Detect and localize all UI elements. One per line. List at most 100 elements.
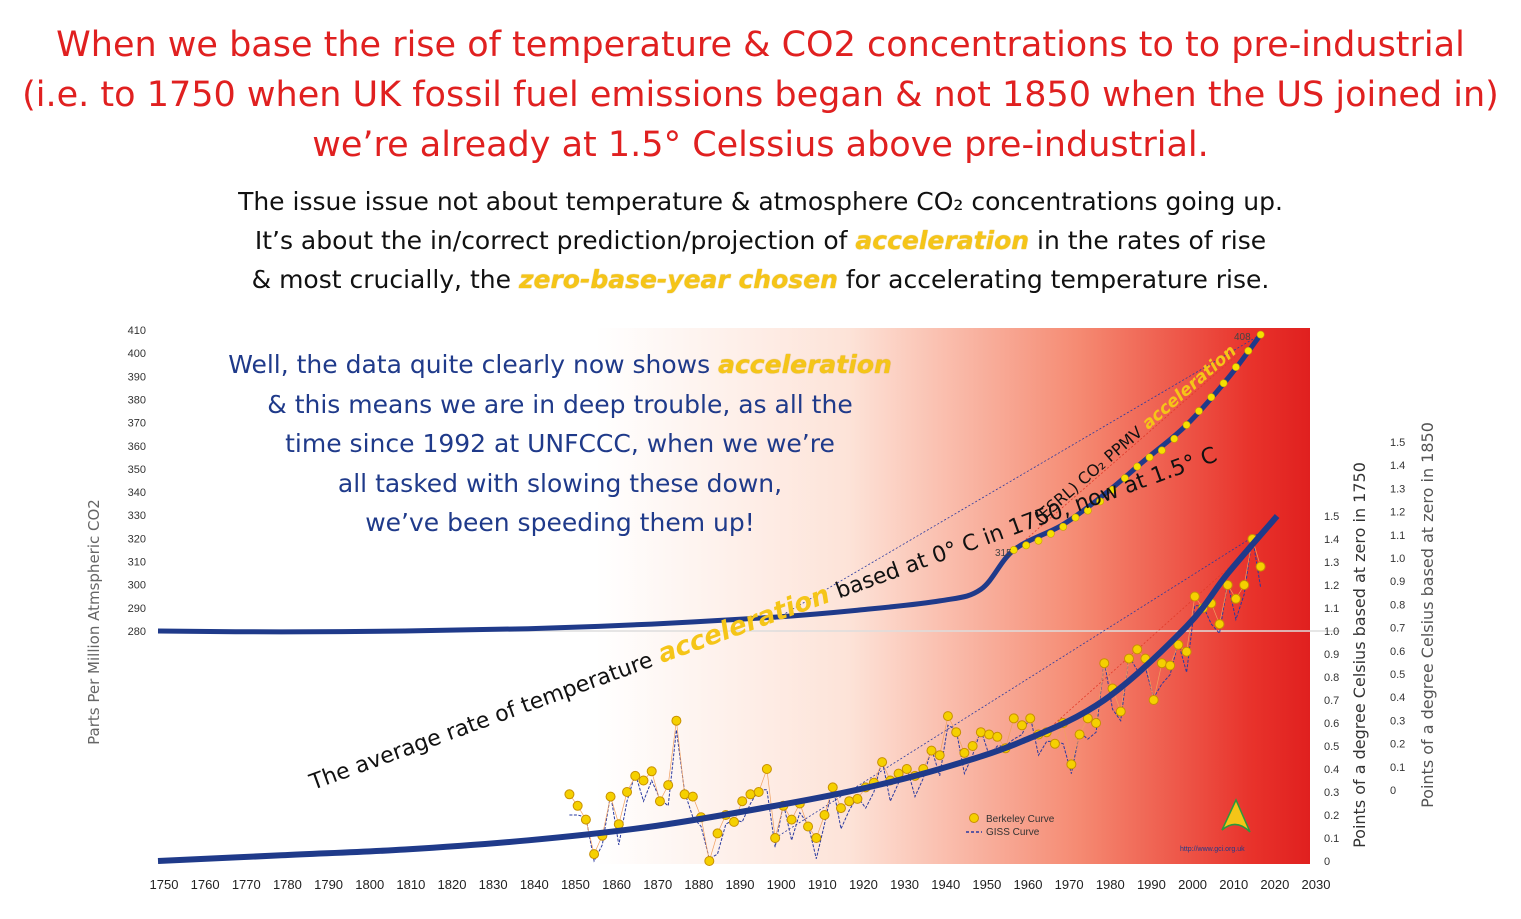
co2-start-label: 315 [995,548,1012,559]
x-tick-label: 1860 [602,877,631,892]
co2-observed-point [1207,393,1216,402]
co2-guide-line-red [1013,334,1261,551]
co2-observed-point [1071,513,1080,522]
y-right1-tick-label: 0.8 [1324,672,1339,684]
y-left-tick-label: 310 [128,557,146,569]
y-left-tick-label: 410 [128,325,146,337]
callout-line-1: Well, the data quite clearly now shows a… [190,345,930,385]
y-right1-tick-label: 0.3 [1324,787,1339,799]
headline: When we base the rise of temperature & C… [0,20,1521,170]
co2-guide-line [774,334,1261,620]
co2-observed-point [1195,407,1203,415]
co2-observed-point [1096,497,1105,506]
berkeley-point [942,711,953,722]
berkeley-point [827,782,838,793]
co2-observed-point [1219,379,1228,388]
y-left-tick-label: 280 [128,626,146,638]
temp-trend-curve [157,514,1280,864]
y-left-tick-label: 320 [128,533,146,545]
berkeley-point [663,780,674,791]
co2-observed-series [1009,330,1265,554]
berkeley-point [1230,593,1241,604]
co2-observed-point [1108,485,1117,494]
x-tick-label: 1840 [520,877,549,892]
headline-line-3: we’re already at 1.5° Celssius above pre… [312,125,1209,165]
x-tick-label: 1830 [479,877,508,892]
berkeley-point [1132,644,1143,655]
berkeley-point [761,764,772,774]
berkeley-point [679,789,690,800]
berkeley-point [1255,561,1266,572]
chart: 1750 1760 1770 1780 1790 1800 1810 1820 1830 1840… [85,325,1437,892]
berkeley-point [975,727,986,738]
berkeley-point [1066,759,1077,770]
x-tick-label: 2000 [1178,877,1207,892]
callout: Well, the data quite clearly now shows a… [190,345,930,543]
callout-line-5: we’ve been speeding them up! [365,508,755,537]
x-tick-label: 2010 [1219,877,1248,892]
co2-observed-point [1182,421,1191,429]
x-tick-label: 1910 [808,877,837,892]
x-tick-label: 1900 [767,877,796,892]
berkeley-point [992,731,1003,742]
x-tick-label: 1950 [972,877,1001,892]
berkeley-point [1214,619,1225,630]
co2-observed-point [1170,434,1179,443]
berkeley-point [1173,639,1184,650]
y-right2-tick-label: 0.3 [1390,715,1405,727]
y-right2-tick-label: 1.3 [1390,483,1405,495]
co2-observed-point [1232,363,1240,371]
y-right1-tick-label: 0.1 [1324,833,1339,845]
x-tick-label: 1980 [1096,877,1125,892]
subtitle-line-3-b: for accelerating temperature rise. [837,265,1270,294]
y-left-tick-label: 380 [128,394,146,406]
berkeley-point [1189,591,1200,602]
co2-observed-point [1083,506,1092,515]
co2-curve [157,333,1263,635]
berkeley-point [1165,660,1176,671]
subtitle-line-2-highlight: acceleration [855,226,1030,255]
x-tick-label: 1750 [150,877,179,892]
berkeley-point [630,770,641,781]
y-left-tick-label: 360 [128,441,146,453]
berkeley-point [1156,658,1167,669]
x-tick-label: 1990 [1137,877,1166,892]
berkeley-point [1091,718,1102,728]
subtitle-line-3: & most crucially, the zero-base-year cho… [0,260,1521,299]
berkeley-point [646,766,657,777]
berkeley-point [835,803,846,814]
y-right2-tick-label: 0.1 [1390,762,1405,774]
co2-observed-point [1157,446,1166,455]
y-right2-tick-label: 1.1 [1390,530,1405,542]
y-right1-tick-label: 1.2 [1324,580,1339,592]
x-tick-label: 1870 [643,877,672,892]
y-right2-tick-label: 0.4 [1390,692,1405,704]
y-right1-tick-label: 0.7 [1324,695,1339,707]
temp-guide-line-red [1042,538,1261,735]
y-right1-tick-label: 1.0 [1324,626,1339,638]
berkeley-point [572,800,583,811]
berkeley-point [580,814,591,825]
berkeley-point [671,715,682,726]
y-left-ticks: 280 290 300 310 320 330 340 350 360 370 380 390 400 4… [128,325,146,638]
watermark: http://www.gci.org.uk [1180,846,1245,853]
y-right2-tick-label: 1.2 [1390,507,1405,519]
berkeley-point [1074,729,1085,740]
berkeley-point [712,828,723,839]
berkeley-point [786,814,797,825]
x-tick-label: 1930 [890,877,919,892]
guide-lines [774,334,1261,839]
y-left-tick-label: 370 [128,418,146,430]
co2-end-label: 408 [1234,332,1251,343]
berkeley-point [613,819,624,830]
co2-observed-point [1133,462,1142,471]
berkeley-point [1181,646,1192,657]
co2-observed-point [1059,522,1068,531]
y-right1-tick-label: 1.3 [1324,557,1339,569]
callout-line-3: time since 1992 at UNFCCC, when we we’re [285,429,835,458]
berkeley-point [819,810,830,820]
berkeley-point [770,833,781,843]
y-right2-tick-label: 0.6 [1390,646,1405,658]
x-tick-label: 1960 [1014,877,1043,892]
y-left-tick-label: 290 [128,603,146,615]
